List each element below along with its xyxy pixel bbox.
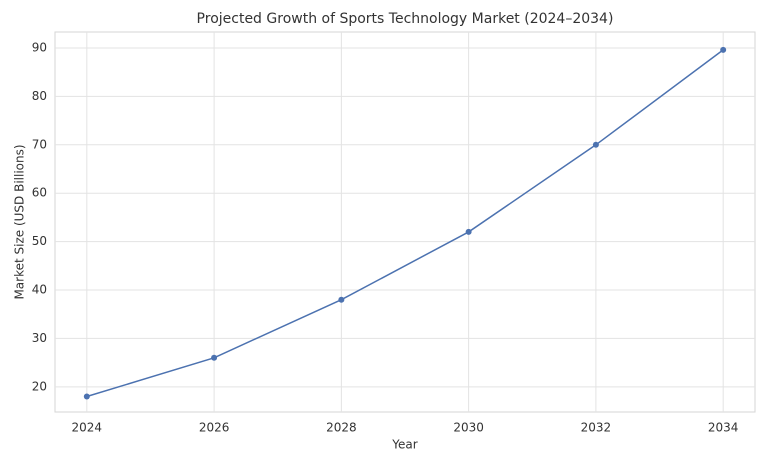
plot-frame xyxy=(54,31,756,413)
y-tick-label: 20 xyxy=(32,379,47,393)
y-tick-label: 40 xyxy=(32,283,47,297)
y-axis-label: Market Size (USD Billions) xyxy=(13,144,27,299)
line xyxy=(86,49,724,398)
y-tick-label: 50 xyxy=(32,234,47,248)
point xyxy=(465,228,472,235)
x-tick-label: 2024 xyxy=(72,421,103,435)
point xyxy=(211,354,218,361)
y-tick-label: 60 xyxy=(32,186,47,200)
point xyxy=(720,46,727,53)
point xyxy=(592,141,599,148)
y-tick-label: 80 xyxy=(32,89,47,103)
x-tick-label: 2032 xyxy=(581,421,612,435)
y-tick-label: 30 xyxy=(32,331,47,345)
x-tick-label: 2026 xyxy=(199,421,230,435)
y-tick-label: 90 xyxy=(32,40,47,54)
point xyxy=(83,393,90,400)
x-tick-label: 2030 xyxy=(453,421,484,435)
point xyxy=(338,296,345,303)
chart-title: Projected Growth of Sports Technology Ma… xyxy=(197,11,614,27)
x-tick-label: 2034 xyxy=(708,421,739,435)
x-tick-label: 2028 xyxy=(326,421,357,435)
y-tick-label: 70 xyxy=(32,137,47,151)
x-axis-label: Year xyxy=(391,438,417,452)
